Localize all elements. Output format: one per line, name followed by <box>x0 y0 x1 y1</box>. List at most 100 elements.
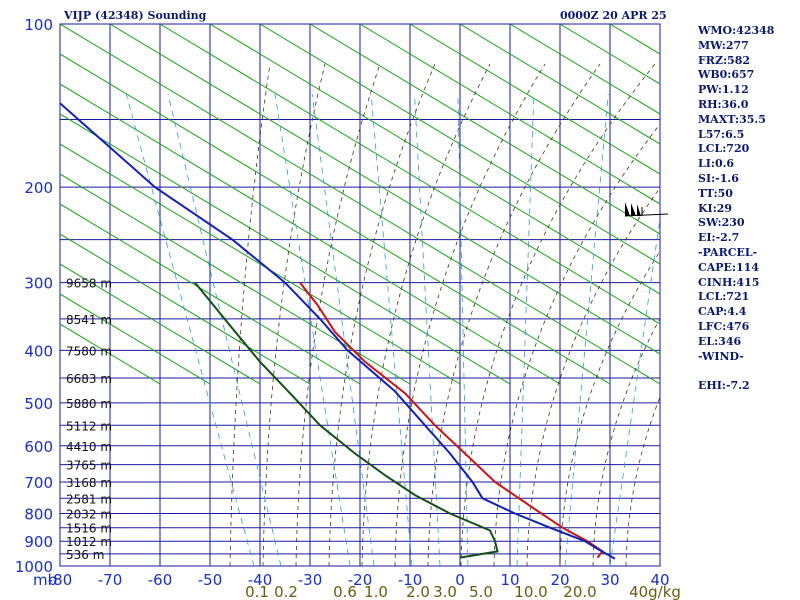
mixing-ratio-label: 0.1 <box>245 583 269 600</box>
height-label: 4410 m <box>66 440 112 454</box>
chart-title: VIJP (42348) Sounding <box>63 9 207 22</box>
mixing-ratio-line <box>414 93 441 566</box>
mixing-ratio-label: 3.0 <box>433 583 457 600</box>
index-line: EHI:-7.2 <box>698 379 750 393</box>
mixing-ratio-label: 5.0 <box>469 583 493 600</box>
mixing-ratio-line <box>516 93 535 566</box>
y-tick-label: 1000 <box>15 558 53 576</box>
mixing-ratio-label: 0.6 <box>333 583 357 600</box>
dry-adiabat <box>60 143 461 385</box>
mixing-ratio-label: 10.0 <box>514 583 547 600</box>
dry-adiabat <box>60 113 511 385</box>
index-line: SI:-1.6 <box>698 171 739 185</box>
moist-adiabat <box>361 63 491 566</box>
moist-adiabat <box>493 123 660 566</box>
dry-adiabat <box>60 53 611 385</box>
dry-adiabat <box>259 24 660 265</box>
parcel-profile <box>60 102 616 560</box>
dry-adiabat <box>309 24 660 235</box>
height-label: 3765 m <box>66 459 112 473</box>
x-tick-label: -40 <box>248 571 273 589</box>
index-line: CAPE:114 <box>698 260 759 274</box>
index-line: SW:230 <box>698 216 745 230</box>
dry-adiabat <box>60 24 660 385</box>
height-label: 9658 m <box>66 277 112 291</box>
chart-timestamp: 0000Z 20 APR 25 <box>560 9 667 22</box>
x-axis-unit: mb <box>33 571 57 589</box>
height-label: 2032 m <box>66 507 112 521</box>
moist-adiabat <box>427 63 601 566</box>
moist-adiabat <box>229 63 271 566</box>
temperature-profile <box>299 281 604 559</box>
index-line: L57:6.5 <box>698 127 745 141</box>
index-line: KI:29 <box>698 201 733 215</box>
x-tick-label: -20 <box>348 571 373 589</box>
dry-adiabat <box>60 233 311 385</box>
dewpoint-profile <box>194 281 499 559</box>
height-label: 7580 m <box>66 344 112 358</box>
moist-adiabat <box>262 63 326 566</box>
height-label: 536 m <box>66 548 104 562</box>
index-line: EL:346 <box>698 334 742 348</box>
y-tick-label: 100 <box>24 16 53 34</box>
chart-series <box>60 102 616 560</box>
index-line: WB0:657 <box>698 68 755 82</box>
moist-adiabat <box>625 396 660 566</box>
mixing-ratio-label: 1.0 <box>364 583 388 600</box>
mixing-ratio-label: 0.2 <box>274 583 298 600</box>
moist-adiabat <box>295 63 381 566</box>
height-label: 3168 m <box>66 476 112 490</box>
moist-adiabat <box>592 317 660 566</box>
mixing-ratio-line <box>370 93 413 566</box>
height-label: 5880 m <box>66 397 112 411</box>
x-tick-label: -80 <box>48 571 73 589</box>
dry-adiabat <box>60 323 161 385</box>
mixing-ratio-label: 20.0 <box>563 583 596 600</box>
x-tick-label: -50 <box>198 571 223 589</box>
x-tick-label: -70 <box>98 571 123 589</box>
mixing-ratio-label: 2.0 <box>406 583 430 600</box>
y-tick-label: 800 <box>24 505 53 523</box>
x-tick-label: 0 <box>455 571 465 589</box>
dry-adiabat <box>209 24 660 295</box>
index-line: RH:36.0 <box>698 97 749 111</box>
chart-adiabats <box>60 24 660 566</box>
height-label: 1012 m <box>66 535 112 549</box>
y-tick-label: 400 <box>24 342 53 360</box>
index-line: CAP:4.4 <box>698 305 747 319</box>
index-line <box>698 364 800 379</box>
dry-adiabat <box>60 203 361 385</box>
index-line: LFC:476 <box>698 319 750 333</box>
chart-grid <box>59 23 661 567</box>
dry-adiabat <box>159 24 660 325</box>
moist-adiabat <box>460 63 656 566</box>
x-tick-label: 40 <box>650 571 669 589</box>
index-line: PW:1.12 <box>698 83 749 97</box>
dry-adiabat <box>409 24 660 175</box>
x-tick-label: -30 <box>298 571 323 589</box>
height-label: 8541 m <box>66 313 112 327</box>
index-line: -PARCEL- <box>698 245 758 259</box>
x-tick-label: 20 <box>550 571 569 589</box>
dry-adiabat <box>509 24 660 115</box>
mixing-ratio-line <box>311 93 375 566</box>
y-tick-label: 200 <box>24 179 53 197</box>
y-tick-label: 600 <box>24 438 53 456</box>
x-tick-label: -60 <box>148 571 173 589</box>
index-line: LCL:721 <box>698 290 750 304</box>
mixing-ratio-line <box>125 93 255 566</box>
index-line: EI:-2.7 <box>698 231 740 245</box>
y-tick-label: 700 <box>24 474 53 492</box>
index-line: CINH:415 <box>698 275 760 289</box>
mixing-ratio-line <box>167 93 282 566</box>
dry-adiabat <box>459 24 660 145</box>
index-line: -WIND- <box>698 349 744 363</box>
index-line: TT:50 <box>698 186 733 200</box>
y-tick-label: 300 <box>24 275 53 293</box>
mixing-ratio-line <box>274 93 351 566</box>
index-line: WMO:42348 <box>698 24 775 37</box>
dry-adiabat <box>60 293 211 385</box>
dry-adiabat <box>109 24 660 355</box>
